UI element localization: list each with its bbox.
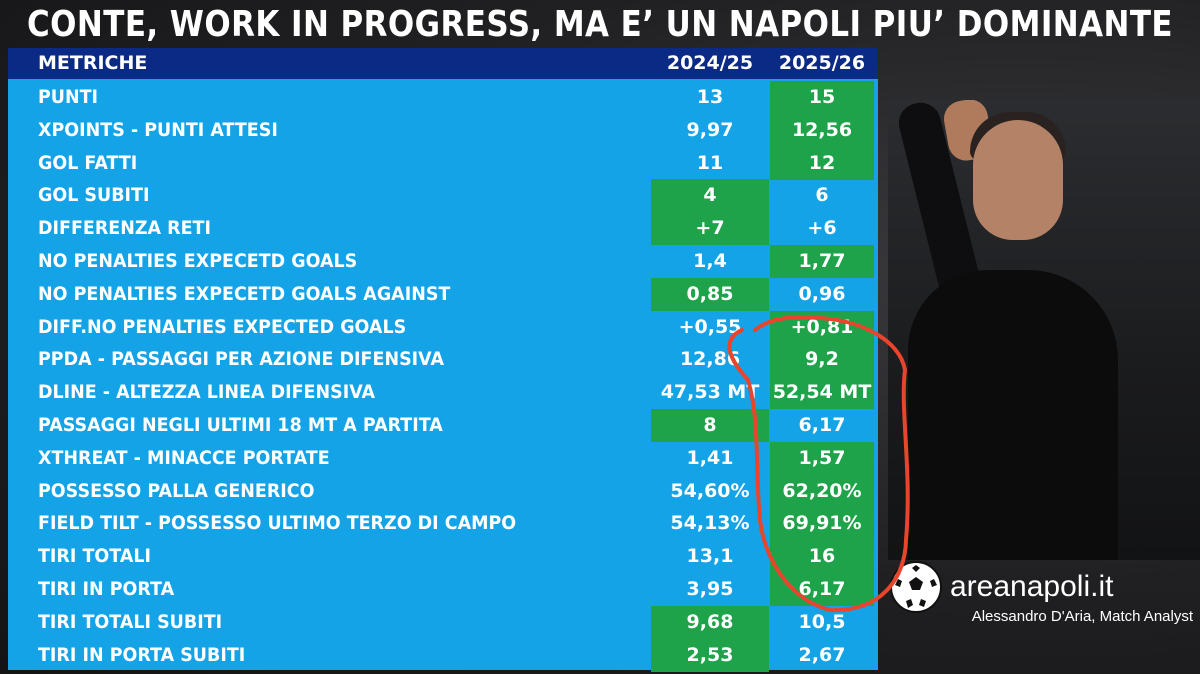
brand-logo: areanapoli.it: [888, 560, 1200, 614]
metric-label: POSSESSO PALLA GENERICO: [38, 479, 315, 502]
black-coat: [908, 270, 1118, 560]
value-2025-26: 69,91%: [770, 507, 874, 541]
value-2025-26: +6: [807, 217, 837, 240]
brand-name: areanapoli.it: [950, 570, 1114, 603]
table-row: TIRI TOTALI 13,1 16: [8, 540, 878, 574]
header-season-2024: 2024/25: [666, 52, 754, 74]
table-header: METRICHE 2024/25 2025/26: [8, 48, 878, 79]
table-row: PASSAGGI NEGLI ULTIMI 18 MT A PARTITA 8 6,…: [8, 409, 878, 442]
page-title: CONTE, WORK IN PROGRESS, MA E’ UN NAPOLI…: [27, 3, 1173, 45]
header-season-2025: 2025/26: [778, 52, 866, 74]
value-2024-25: +7: [651, 212, 769, 246]
table-row: DIFF.NO PENALTIES EXPECTED GOALS +0,55 +0,…: [8, 310, 878, 344]
value-2025-26: 0,96: [798, 282, 846, 305]
metric-label: XTHREAT - MINACCE PORTATE: [38, 446, 330, 469]
table-row: XTHREAT - MINACCE PORTATE 1,41 1,57: [8, 441, 878, 475]
value-2025-26: 12,56: [770, 113, 874, 147]
stats-table: METRICHE 2024/25 2025/26 PUNTI 13 15 XPOINT…: [8, 48, 878, 672]
header-metric: METRICHE: [38, 52, 148, 74]
metric-label: FIELD TILT - POSSESSO ULTIMO TERZO DI CA…: [38, 512, 517, 535]
table-row: POSSESSO PALLA GENERICO 54,60% 62,20%: [8, 474, 878, 508]
value-2024-25: 11: [696, 151, 724, 174]
value-2025-26: 52,54 MT: [770, 376, 874, 410]
value-2025-26: 12: [770, 146, 874, 180]
metric-label: GOL SUBITI: [38, 184, 150, 207]
value-2024-25: 3,95: [686, 578, 734, 600]
value-2024-25: 47,53 MT: [660, 381, 760, 404]
table-row: TIRI IN PORTA SUBITI 2,53 2,67: [8, 638, 878, 672]
table-row: FIELD TILT - POSSESSO ULTIMO TERZO DI CA…: [8, 507, 878, 541]
table-row: GOL SUBITI 4 6: [8, 179, 878, 213]
value-2025-26: 62,20%: [770, 474, 874, 508]
value-2025-26: +0,81: [770, 310, 874, 344]
value-2024-25: 9,97: [686, 118, 734, 141]
value-2024-25: 8: [651, 409, 769, 442]
table-row: NO PENALTIES EXPECETD GOALS 1,4 1,77: [8, 245, 878, 278]
coach-photo: [888, 100, 1200, 560]
value-2025-26: 1,77: [770, 245, 874, 278]
metric-label: PPDA - PASSAGGI PER AZIONE DIFENSIVA: [38, 348, 445, 371]
value-2025-26: 2,67: [798, 643, 846, 666]
author-credit: Alessandro D'Aria, Match Analyst: [971, 608, 1193, 625]
value-2025-26: 6: [815, 184, 829, 207]
football-icon: [890, 561, 942, 613]
metric-label: NO PENALTIES EXPECETD GOALS: [38, 250, 358, 272]
value-2025-26: 9,2: [770, 343, 874, 377]
value-2025-26: 6,17: [798, 414, 846, 436]
value-2025-26: 1,57: [770, 441, 874, 475]
metric-label: XPOINTS - PUNTI ATTESI: [38, 118, 278, 141]
table-row: DIFFERENZA RETI +7 +6: [8, 212, 878, 246]
value-2024-25: 13,1: [686, 545, 734, 568]
table-row: NO PENALTIES EXPECETD GOALS AGAINST 0,85 0…: [8, 277, 878, 311]
table-row: TIRI IN PORTA 3,95 6,17: [8, 573, 878, 606]
value-2024-25: 13: [696, 86, 724, 108]
value-2024-25: 9,68: [651, 605, 769, 639]
table-row: PUNTI 13 15: [8, 81, 878, 114]
value-2024-25: 54,60%: [670, 479, 750, 502]
metric-label: TIRI TOTALI SUBITI: [38, 610, 223, 633]
value-2024-25: 4: [651, 179, 769, 213]
value-2024-25: 2,53: [651, 638, 769, 672]
table-row: TIRI TOTALI SUBITI 9,68 10,5: [8, 605, 878, 639]
value-2024-25: 0,85: [651, 277, 769, 311]
value-2025-26: 15: [770, 81, 874, 114]
value-2024-25: 54,13%: [670, 512, 750, 535]
metric-label: TIRI TOTALI: [38, 545, 152, 568]
face: [973, 120, 1063, 240]
value-2025-26: 10,5: [798, 610, 846, 633]
value-2024-25: 12,86: [679, 348, 741, 371]
metric-label: DLINE - ALTEZZA LINEA DIFENSIVA: [38, 381, 376, 404]
value-2025-26: 6,17: [770, 573, 874, 606]
metric-label: TIRI IN PORTA SUBITI: [38, 643, 246, 666]
value-2024-25: 1,41: [686, 446, 734, 469]
metric-label: DIFFERENZA RETI: [38, 217, 211, 240]
table-row: PPDA - PASSAGGI PER AZIONE DIFENSIVA 12,8…: [8, 343, 878, 377]
metric-label: PUNTI: [38, 86, 99, 108]
value-2024-25: 1,4: [693, 250, 727, 272]
table-row: XPOINTS - PUNTI ATTESI 9,97 12,56: [8, 113, 878, 147]
metric-label: TIRI IN PORTA: [38, 578, 175, 600]
table-row: DLINE - ALTEZZA LINEA DIFENSIVA 47,53 MT 5…: [8, 376, 878, 410]
value-2025-26: 16: [770, 540, 874, 574]
metric-label: PASSAGGI NEGLI ULTIMI 18 MT A PARTITA: [38, 414, 443, 436]
value-2024-25: +0,55: [678, 315, 742, 338]
metric-label: NO PENALTIES EXPECETD GOALS AGAINST: [38, 282, 451, 305]
table-row: GOL FATTI 11 12: [8, 146, 878, 180]
metric-label: GOL FATTI: [38, 151, 138, 174]
metric-label: DIFF.NO PENALTIES EXPECTED GOALS: [38, 315, 407, 338]
